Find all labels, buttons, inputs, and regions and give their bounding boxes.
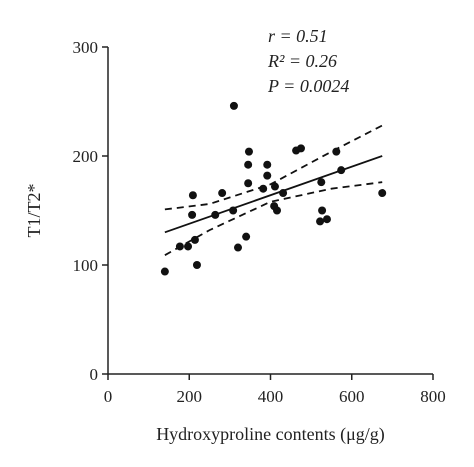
point — [279, 189, 288, 198]
point — [192, 261, 201, 269]
point — [270, 182, 279, 191]
point — [175, 242, 184, 251]
point — [188, 191, 197, 200]
point — [322, 215, 331, 224]
x-tick-label: 200 — [177, 387, 203, 406]
point — [273, 206, 281, 215]
point — [296, 144, 305, 153]
x-tick-label: 400 — [258, 387, 284, 406]
point — [318, 206, 327, 215]
point — [332, 147, 341, 156]
point — [242, 232, 251, 241]
point — [218, 189, 227, 198]
point — [244, 179, 253, 188]
point — [317, 178, 326, 187]
point — [229, 206, 238, 215]
point — [378, 189, 387, 198]
y-tick-label: 200 — [73, 147, 99, 166]
point — [211, 210, 220, 219]
x-tick-label: 600 — [339, 387, 365, 406]
annotation: r = 0.51 — [268, 26, 328, 46]
x-tick-label: 0 — [104, 387, 113, 406]
y-tick-label: 0 — [90, 365, 99, 384]
point — [229, 101, 238, 110]
point — [244, 160, 253, 169]
y-tick-label: 300 — [73, 38, 99, 57]
annotation: R² = 0.26 — [267, 51, 337, 71]
point — [337, 166, 346, 175]
point — [316, 217, 325, 226]
point — [184, 242, 193, 251]
point — [244, 147, 253, 156]
annotation: P = 0.0024 — [267, 76, 349, 96]
x-axis-label: Hydroxyproline contents (μg/g) — [156, 424, 385, 445]
point — [263, 160, 272, 169]
band-upper — [164, 124, 383, 211]
point — [188, 210, 197, 219]
point — [259, 184, 268, 193]
point — [263, 171, 272, 180]
point — [190, 235, 199, 244]
band-lower — [164, 181, 383, 256]
x-tick-label: 800 — [420, 387, 446, 406]
y-tick-label: 100 — [73, 256, 99, 275]
fit — [164, 155, 383, 234]
point — [160, 267, 169, 276]
y-axis-label: T1/T2* — [24, 184, 44, 238]
point — [234, 243, 242, 252]
